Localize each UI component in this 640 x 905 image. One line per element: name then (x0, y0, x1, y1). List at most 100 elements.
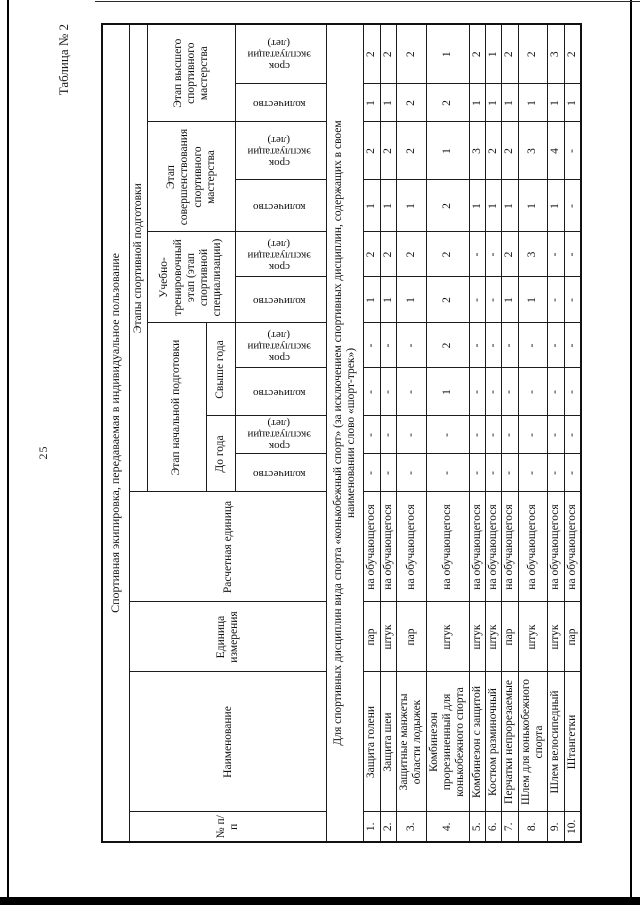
header-lifespan: срок эксплуатации (лет) (235, 122, 327, 180)
table-title-row: Спортивная экипировка, передаваемая в ин… (102, 23, 130, 842)
row-number-cell: 3. (396, 812, 427, 842)
calc-unit-cell: на обучающегося (396, 492, 427, 602)
unit-cell: пар (564, 602, 581, 672)
lifespan-label: срок эксплуатации (лет) (247, 37, 311, 73)
header-stage-highest: Этап высшего спортивного мастерства (147, 23, 236, 122)
value-cell: - (518, 454, 548, 492)
header-unit: Единица измерения (129, 602, 327, 672)
value-cell: 2 (380, 232, 397, 277)
value-cell: - (501, 368, 519, 416)
value-cell: - (518, 368, 548, 416)
value-cell: - (396, 416, 427, 454)
header-stages-group: Этапы спортивной подготовки (129, 23, 148, 492)
value-cell: - (396, 368, 427, 416)
value-cell: 1 (396, 180, 427, 232)
value-cell: - (426, 454, 470, 492)
value-cell: 1 (396, 277, 427, 323)
value-cell: - (564, 122, 581, 180)
value-cell: 3 (518, 232, 548, 277)
value-cell: 2 (396, 23, 427, 84)
value-cell: 2 (469, 23, 486, 84)
unit-cell: пар (396, 602, 427, 672)
quantity-label: количество (252, 386, 306, 399)
value-cell: 1 (426, 368, 470, 416)
lifespan-label: срок эксплуатации (лет) (247, 237, 311, 273)
lifespan-label: срок эксплуатации (лет) (247, 417, 311, 453)
value-cell: 1 (501, 84, 519, 122)
value-cell: 1 (363, 84, 381, 122)
unit-cell: штук (547, 602, 565, 672)
value-cell: - (363, 454, 381, 492)
row-number-cell: 5. (469, 812, 486, 842)
header-lifespan: срок эксплуатации (лет) (235, 416, 327, 454)
item-name-cell: Костюм разминочный (485, 672, 502, 812)
lifespan-label: срок эксплуатации (лет) (247, 134, 311, 170)
quantity-label: количество (252, 200, 306, 213)
value-cell: 1 (485, 180, 502, 232)
value-cell: - (469, 277, 486, 323)
value-cell: - (363, 368, 381, 416)
value-cell: - (518, 416, 548, 454)
value-cell: 1 (469, 180, 486, 232)
value-cell: - (564, 368, 581, 416)
value-cell: 1 (501, 180, 519, 232)
value-cell: - (547, 323, 565, 368)
row-number-cell: 10. (564, 812, 581, 842)
table-body: 1. Защита голени пар на обучающегося - - - -1 2 1… (363, 23, 581, 842)
value-cell: 2 (396, 232, 427, 277)
header-calc-unit: Расчетная единица (129, 492, 327, 602)
item-name-cell: Защита шеи (380, 672, 397, 812)
item-name-cell: Защитные манжеты области лодыжек (396, 672, 427, 812)
lifespan-label: срок эксплуатации (лет) (247, 328, 311, 364)
value-cell: - (547, 416, 565, 454)
quantity-label: количество (252, 467, 306, 480)
value-cell: - (485, 323, 502, 368)
table-row: 2. Защита шеи штук на обучающегося - - - -1 2 1 2 1… (380, 23, 397, 842)
value-cell: 1 (518, 180, 548, 232)
value-cell: - (469, 454, 486, 492)
header-stage-improvement: Этап совершенствования спортивного масте… (147, 122, 236, 232)
scan-edge-left (7, 0, 9, 905)
row-number-cell: 8. (518, 812, 548, 842)
item-name-cell: Защита голени (363, 672, 381, 812)
value-cell: - (547, 368, 565, 416)
value-cell: 1 (547, 84, 565, 122)
calc-unit-cell: на обучающегося (426, 492, 470, 602)
value-cell: 1 (518, 277, 548, 323)
value-cell: 3 (469, 122, 486, 180)
header-lifespan: срок эксплуатации (лет) (235, 323, 327, 368)
value-cell: - (485, 277, 502, 323)
value-cell: 1 (547, 180, 565, 232)
value-cell: 2 (380, 23, 397, 84)
item-name-cell: Шлем для конькобежного спорта (518, 672, 548, 812)
table-title: Спортивная экипировка, передаваемая в ин… (102, 23, 130, 842)
table-row: 4. Комбинезон прорезиненный для конькобеж… (426, 23, 470, 842)
value-cell: 3 (547, 23, 565, 84)
header-quantity: количество (235, 84, 327, 122)
value-cell: - (518, 323, 548, 368)
row-number-cell: 4. (426, 812, 470, 842)
value-cell: - (547, 277, 565, 323)
unit-cell: штук (380, 602, 397, 672)
value-cell: 1 (380, 277, 397, 323)
header-quantity: количество (235, 277, 327, 323)
value-cell: 1 (501, 277, 519, 323)
calc-unit-cell: на обучающегося (380, 492, 397, 602)
table-caption: Таблица № 2 (56, 24, 71, 96)
value-cell: - (564, 277, 581, 323)
row-number-cell: 2. (380, 812, 397, 842)
value-cell: - (564, 454, 581, 492)
value-cell: 2 (501, 232, 519, 277)
value-cell: - (485, 232, 502, 277)
value-cell: 2 (426, 180, 470, 232)
value-cell: - (547, 454, 565, 492)
value-cell: - (469, 416, 486, 454)
value-cell: - (363, 323, 381, 368)
value-cell: - (396, 323, 427, 368)
page-number: 25 (36, 445, 50, 460)
value-cell: - (469, 323, 486, 368)
item-name-cell: Штангетки (564, 672, 581, 812)
header-num: № п/п (129, 812, 327, 842)
header-quantity: количество (235, 180, 327, 232)
